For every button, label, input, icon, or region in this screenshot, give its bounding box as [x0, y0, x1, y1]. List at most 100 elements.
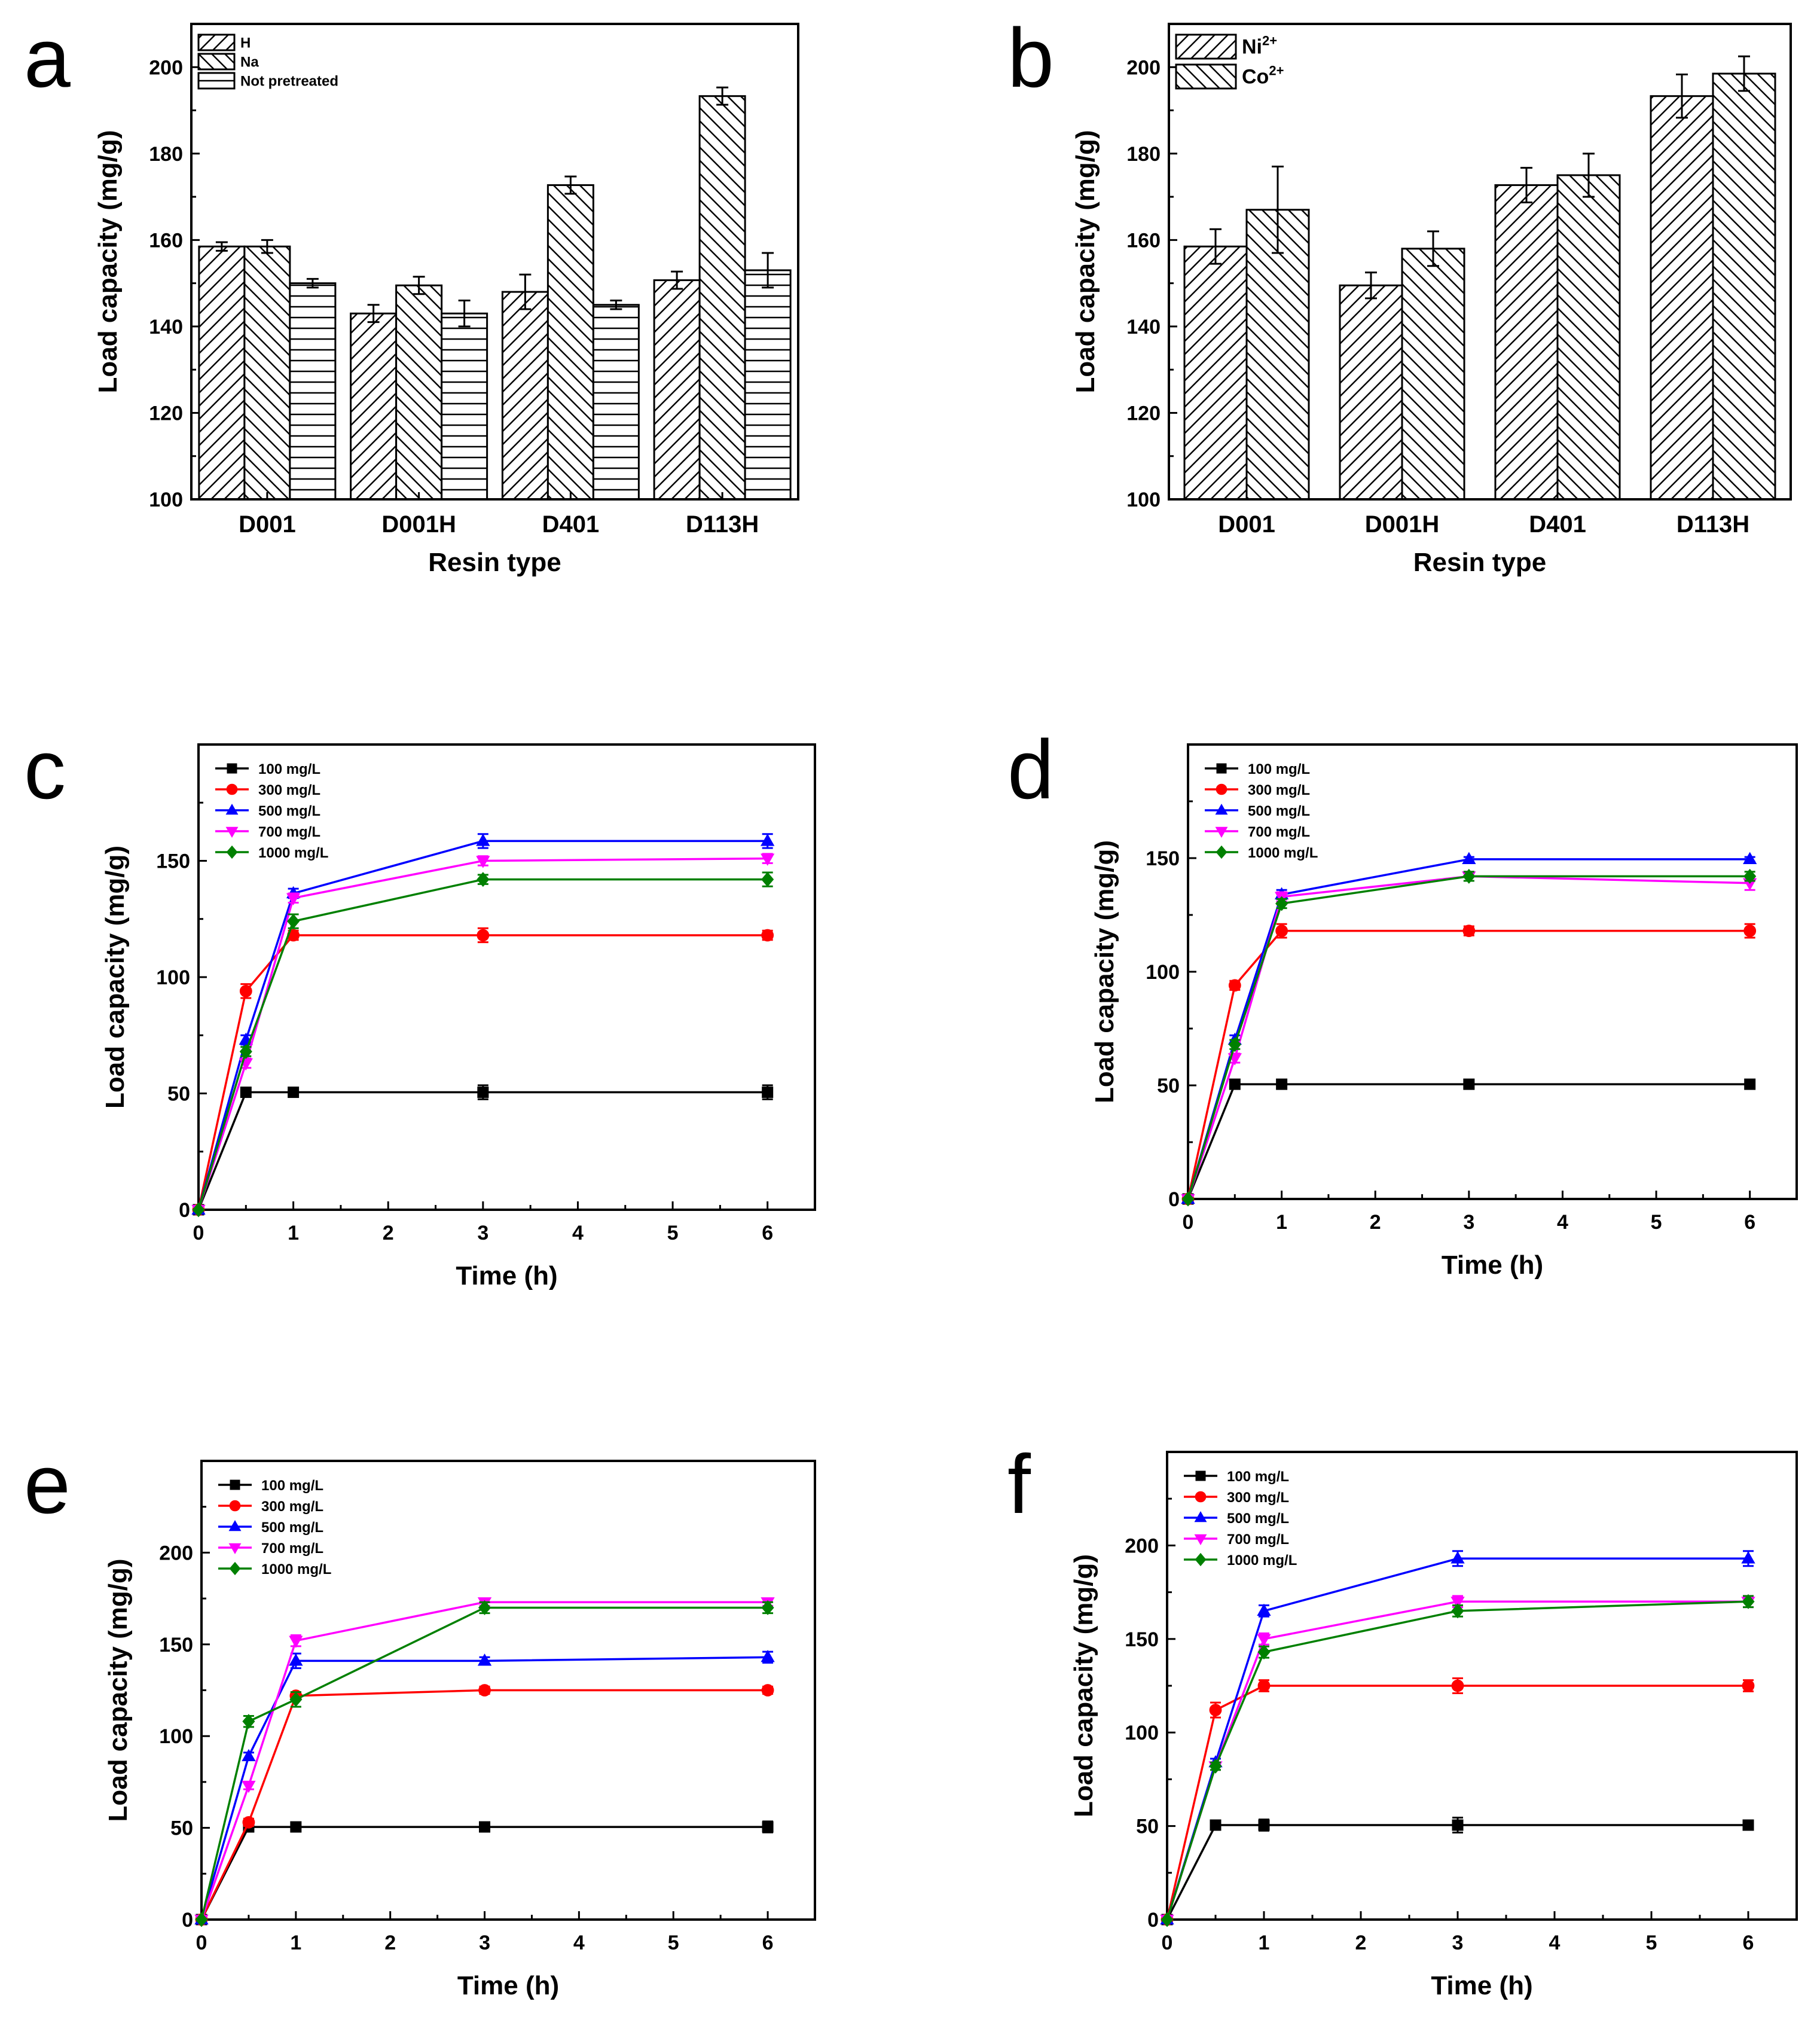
legend-swatch: [197, 72, 236, 90]
data-point: [1462, 925, 1476, 937]
x-axis-title: Time (h): [1442, 1250, 1543, 1280]
bar-na-d113h: [698, 95, 746, 501]
bar-not-pretreated-d001h: [441, 312, 488, 501]
data-point: [1743, 925, 1757, 937]
x-tick-label: 0: [196, 1932, 207, 1954]
data-point: [1258, 1819, 1270, 1831]
data-point: [240, 1087, 252, 1099]
error-bar: [1520, 167, 1532, 203]
series-line: [197, 1091, 768, 1210]
panel-a: a 100 120 140 160 180 200 D001 D001H D401 D113H Res…: [24, 11, 799, 577]
data-point: [477, 1087, 489, 1099]
legend-swatch: [197, 33, 236, 51]
y-tick-label: 50: [167, 1083, 190, 1106]
data-point: [477, 929, 490, 942]
y-tick-label: 120: [1126, 402, 1161, 425]
series-line: [197, 934, 768, 1210]
legend-marker: [225, 803, 239, 815]
legend-label: 500 mg/L: [1248, 803, 1310, 819]
data-point: [1450, 1597, 1465, 1609]
legend-swatch: [1175, 63, 1237, 90]
data-point: [239, 1044, 252, 1059]
y-tick-label: 100: [1125, 1722, 1159, 1744]
data-point: [1275, 896, 1288, 911]
y-tick-label: 50: [170, 1817, 193, 1840]
series-line: [197, 857, 768, 1210]
series-line: [1187, 1083, 1750, 1200]
panel-label: d: [1007, 722, 1054, 816]
legend-label: 1000 mg/L: [261, 1561, 331, 1578]
error-bar: [1583, 152, 1595, 198]
y-tick-label: 200: [1125, 1534, 1159, 1557]
data-point: [1276, 1078, 1288, 1090]
data-point: [1743, 852, 1757, 865]
data-point: [1450, 1551, 1465, 1564]
data-point: [1744, 1078, 1756, 1090]
panel-e: e 0 1 2 3 4 5 6 0 50 100 150 200 Time (h) Load capacit…: [24, 1437, 816, 2000]
data-point: [1462, 852, 1476, 865]
series-line: [197, 840, 768, 1210]
x-tick-label: 5: [1646, 1932, 1657, 1954]
legend-label: 700 mg/L: [261, 1540, 323, 1557]
bar-h-d001h: [350, 312, 398, 501]
data-point: [1463, 1078, 1475, 1090]
legend: 100 mg/L 300 mg/L 500 mg/L 700 mg/L 1000 mg/…: [1184, 1469, 1297, 1569]
bar-co-d001h: [1401, 248, 1465, 501]
x-tick-label: D401: [542, 511, 600, 538]
x-tick-label: 0: [1162, 1932, 1173, 1954]
bar-na-d401: [546, 184, 594, 501]
x-tick-label: 1: [1259, 1932, 1270, 1954]
data-point: [1209, 1759, 1222, 1774]
y-tick-label: 200: [159, 1542, 193, 1564]
x-tick-label: 4: [572, 1222, 584, 1244]
legend-marker: [1216, 763, 1227, 774]
x-tick-label: D001: [1218, 511, 1275, 538]
bar-h-d001: [198, 245, 246, 501]
series-700-mg-l: [191, 853, 775, 1218]
x-tick-label: D113H: [686, 511, 759, 538]
series-line: [1166, 1685, 1748, 1920]
data-point: [1209, 1704, 1222, 1717]
y-tick-label: 200: [149, 56, 183, 79]
legend-swatch: [197, 53, 236, 71]
y-tick-label: 200: [1126, 56, 1161, 79]
error-bar: [215, 241, 228, 252]
data-point: [242, 1780, 256, 1793]
legend-label: 1000 mg/L: [258, 845, 328, 861]
data-point: [1742, 1819, 1754, 1831]
x-tick-label: 3: [1463, 1211, 1474, 1234]
panel-label: e: [24, 1437, 71, 1531]
bar-ni-d401: [1494, 184, 1559, 501]
data-point: [239, 984, 252, 997]
x-axis-title: Time (h): [456, 1261, 557, 1290]
y-tick-label: 50: [1136, 1816, 1159, 1838]
legend-label: 700 mg/L: [258, 824, 320, 840]
error-bar: [519, 273, 532, 310]
legend-swatch: [1175, 33, 1237, 60]
y-tick-label: 50: [1157, 1075, 1180, 1097]
data-point: [1210, 1819, 1222, 1831]
x-tick-label: 0: [193, 1222, 204, 1244]
error-bar: [413, 276, 425, 295]
error-bar: [610, 300, 622, 310]
x-tick-label: 4: [573, 1932, 585, 1954]
legend-label: 100 mg/L: [258, 761, 320, 777]
data-point: [242, 1714, 255, 1729]
error-bar: [1272, 166, 1284, 254]
x-tick-label: D001H: [381, 511, 456, 538]
series-line: [200, 1601, 768, 1920]
legend-label: Ni2+: [1242, 33, 1277, 59]
panel-label: a: [24, 11, 71, 105]
series-1000-mg-l: [1181, 868, 1757, 1207]
legend-label: 500 mg/L: [258, 803, 320, 819]
legend-marker: [226, 783, 238, 795]
series-line: [200, 1689, 768, 1920]
legend-label: 700 mg/L: [1248, 824, 1310, 840]
x-tick-label: 5: [667, 1222, 679, 1244]
data-point: [762, 1821, 774, 1833]
legend: 100 mg/L 300 mg/L 500 mg/L 700 mg/L 1000 mg/…: [1205, 761, 1318, 861]
legend-label: Co2+: [1242, 63, 1284, 89]
data-point: [1257, 1679, 1271, 1692]
series-line: [200, 1656, 768, 1920]
x-tick-label: 2: [1370, 1211, 1381, 1234]
